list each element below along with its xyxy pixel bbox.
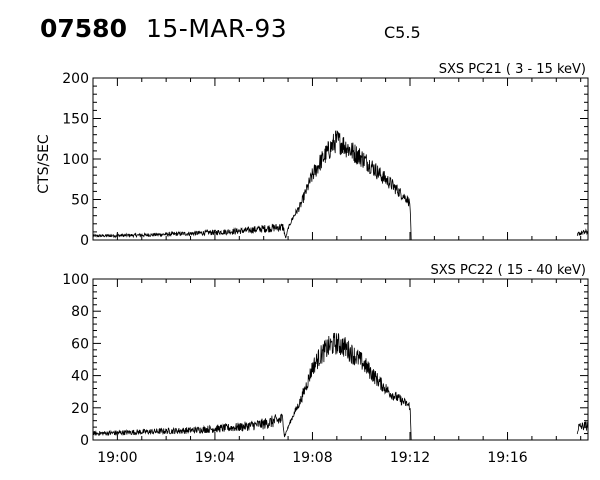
pc22-xtick-label: 19:04 xyxy=(195,450,235,466)
pc21-series-line xyxy=(92,130,588,241)
pc21-ytick-label: 200 xyxy=(62,71,89,87)
pc22-xtick-label: 19:16 xyxy=(487,450,527,466)
pc22-ytick-label: 0 xyxy=(80,433,89,449)
pc21-ytick-label: 0 xyxy=(80,233,89,249)
pc21-title: SXS PC21 ( 3 - 15 keV) xyxy=(439,62,586,77)
pc22-ytick-label: 60 xyxy=(71,336,89,352)
pc21-ytick-label: 100 xyxy=(62,152,89,168)
pc22-ytick-label: 100 xyxy=(62,272,89,288)
pc21-frame xyxy=(92,77,589,241)
pc22-xtick-label: 19:08 xyxy=(292,450,332,466)
pc22-ytick-label: 20 xyxy=(71,401,89,417)
pc22-xtick-label: 19:12 xyxy=(390,450,430,466)
pc22-xtick-label: 19:00 xyxy=(97,450,137,466)
pc22-series-line xyxy=(92,332,588,441)
event-date: 15-MAR-93 xyxy=(146,14,288,43)
pc21-ylabel: CTS/SEC xyxy=(36,134,52,194)
pc22-ytick-label: 80 xyxy=(71,304,89,320)
flare-class: C5.5 xyxy=(384,23,421,42)
pc22-frame xyxy=(92,278,589,441)
pc21-ytick-label: 50 xyxy=(71,193,89,209)
pc22-title: SXS PC22 ( 15 - 40 keV) xyxy=(430,263,586,278)
pc22-ytick-label: 40 xyxy=(71,369,89,385)
event-id: 07580 xyxy=(40,14,127,43)
pc21-ytick-label: 150 xyxy=(62,112,89,128)
